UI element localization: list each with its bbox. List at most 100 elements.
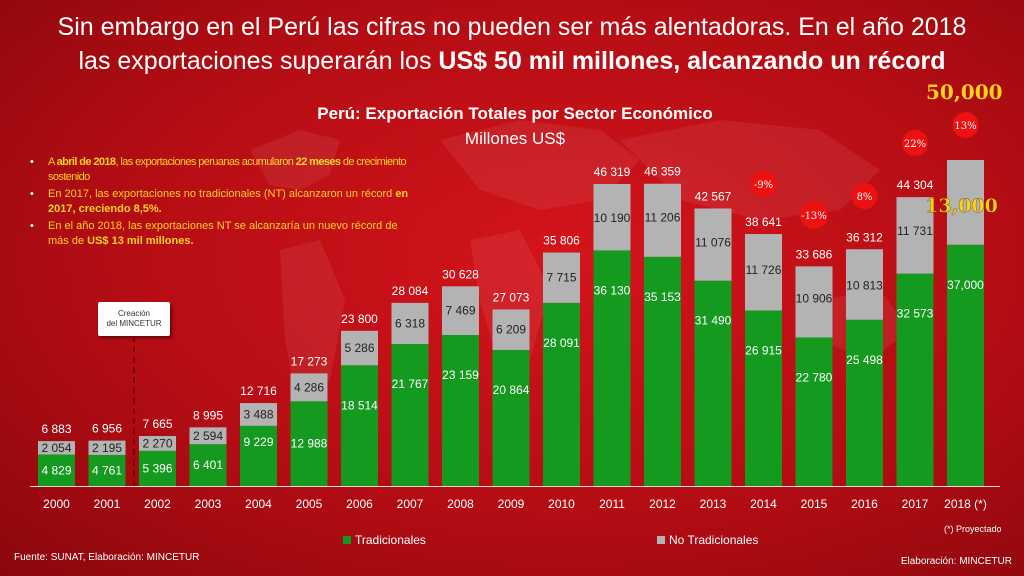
- data-label-traditional: 32 573: [897, 307, 934, 321]
- data-label-traditional: 6 401: [193, 458, 223, 472]
- data-label-total: 42 567: [695, 189, 732, 203]
- bar-non-traditional: [290, 373, 328, 402]
- data-label-non-traditional: 3 488: [243, 407, 273, 421]
- growth-bubble-label: 22%: [904, 139, 926, 150]
- bar-traditional: [846, 319, 883, 486]
- bar-traditional: [240, 425, 277, 486]
- bullet-item: En 2017, las exportaciones no tradiciona…: [30, 187, 420, 217]
- bar-traditional: [896, 273, 934, 486]
- growth-bubble: [800, 201, 828, 229]
- data-label-non-traditional: 6 209: [496, 323, 526, 337]
- bar-traditional: [694, 280, 732, 486]
- bullet-bold: en 2017, creciendo 8,5%.: [48, 188, 409, 215]
- bar-traditional: [139, 450, 176, 486]
- bullet-text: A: [48, 156, 57, 168]
- data-label-traditional: 35 153: [644, 290, 681, 304]
- creacion-mincetur-box: Creación del MINCETUR: [98, 302, 170, 336]
- chart-title: Perú: Exportación Totales por Sector Eco…: [317, 104, 713, 123]
- bar-traditional: [341, 365, 378, 486]
- headline-line2-start: las exportaciones superarán los: [78, 47, 439, 75]
- headline-line2: las exportaciones superarán los US$ 50 m…: [0, 44, 1024, 78]
- data-label-non-traditional: 10 813: [846, 278, 883, 292]
- bar-non-traditional: [492, 309, 530, 350]
- legend-traditional: Tradicionales: [343, 533, 426, 547]
- data-label-total: 23 800: [341, 312, 378, 326]
- data-label-total: 44 304: [897, 178, 934, 192]
- data-label-total: 7 665: [142, 417, 172, 431]
- legend-label-non-traditional: No Tradicionales: [669, 533, 759, 547]
- x-tick-label: 2007: [397, 497, 424, 511]
- bullet-bold: 22 meses: [295, 156, 341, 168]
- growth-bubble: [750, 171, 777, 197]
- bar-traditional: [88, 454, 126, 486]
- bar-traditional: [189, 444, 227, 486]
- data-label-non-traditional: 6 318: [395, 316, 425, 330]
- world-map-shape: [470, 230, 550, 370]
- source-note: Fuente: SUNAT, Elaboración: MINCETUR: [14, 552, 200, 563]
- data-label-non-traditional: 10 906: [796, 291, 833, 305]
- x-tick-label: 2018 (*): [944, 497, 987, 511]
- x-tick-label: 2003: [195, 497, 222, 511]
- data-label-non-traditional: 2 270: [142, 436, 172, 450]
- data-label-non-traditional: 2 594: [193, 429, 223, 443]
- legend-swatch-non-traditional: [657, 536, 665, 544]
- bullet-text: , las exportaciones peruanas acumularon: [115, 156, 296, 168]
- data-label-non-traditional: 11 731: [897, 224, 933, 238]
- x-tick-label: 2000: [43, 497, 70, 511]
- legend-non-traditional: No Tradicionales: [657, 533, 758, 547]
- bar-traditional: [38, 454, 75, 486]
- bar-non-traditional: [644, 183, 681, 257]
- bar-traditional: [947, 244, 984, 486]
- data-label-total: 17 273: [291, 354, 328, 368]
- bar-non-traditional: [442, 286, 479, 336]
- bar-non-traditional: [795, 266, 833, 338]
- data-label-total: 36 312: [846, 230, 883, 244]
- data-label-non-traditional: 2 054: [41, 441, 71, 455]
- world-map-shape: [620, 120, 880, 220]
- data-label-non-traditional: 4 286: [294, 380, 324, 394]
- data-label-total: 12 716: [240, 384, 277, 398]
- data-label-traditional: 31 490: [695, 314, 732, 328]
- data-label-traditional: 9 229: [243, 435, 273, 449]
- bar-traditional: [543, 302, 580, 486]
- bar-traditional: [442, 335, 479, 486]
- data-label-total: 27 073: [493, 290, 530, 304]
- data-label-total: 6 883: [41, 422, 71, 436]
- bar-traditional: [644, 256, 681, 486]
- data-label-traditional: 37,000: [947, 278, 984, 292]
- elaboration-note: Elaboración: MINCETUR: [900, 556, 1012, 567]
- bar-non-traditional: [240, 403, 277, 426]
- bar-non-traditional: [947, 160, 984, 245]
- bullet-list: A abril de 2018, las exportaciones perua…: [30, 155, 420, 251]
- legend-label-traditional: Tradicionales: [355, 533, 426, 547]
- bar-non-traditional: [896, 197, 934, 274]
- data-label-traditional: 18 514: [341, 398, 378, 412]
- bullet-text: En el año 2018, las exportaciones NT se …: [48, 220, 398, 247]
- data-label-total: 46 359: [644, 165, 681, 179]
- bar-non-traditional: [543, 252, 580, 303]
- headline: Sin embargo en el Perú las cifras no pue…: [0, 10, 1024, 78]
- x-tick-label: 2005: [296, 497, 323, 511]
- data-label-traditional: 26 915: [745, 344, 782, 358]
- bar-traditional: [492, 349, 530, 486]
- data-label-traditional: 22 780: [796, 370, 833, 384]
- world-map-shape: [250, 130, 340, 190]
- bullet-text: de crecimiento sostenido: [48, 156, 407, 183]
- growth-bubble: [952, 112, 979, 138]
- data-label-traditional: 28 091: [543, 336, 580, 350]
- headline-line2-bold: US$ 50 mil millones, alcanzando un récor…: [438, 47, 946, 75]
- data-label-non-traditional: 11 726: [746, 263, 782, 277]
- x-tick-label: 2014: [750, 497, 777, 511]
- data-label-non-traditional: 7 469: [445, 304, 475, 318]
- bar-non-traditional: [341, 330, 378, 366]
- data-label-total: 28 084: [392, 284, 429, 298]
- bar-traditional: [593, 250, 631, 486]
- bar-non-traditional: [745, 234, 782, 311]
- x-tick-label: 2004: [245, 497, 272, 511]
- bar-non-traditional: [38, 441, 75, 455]
- data-label-total: 33 686: [796, 247, 833, 261]
- x-tick-label: 2009: [498, 497, 525, 511]
- bar-non-traditional: [139, 436, 176, 451]
- bar-non-traditional: [88, 440, 126, 455]
